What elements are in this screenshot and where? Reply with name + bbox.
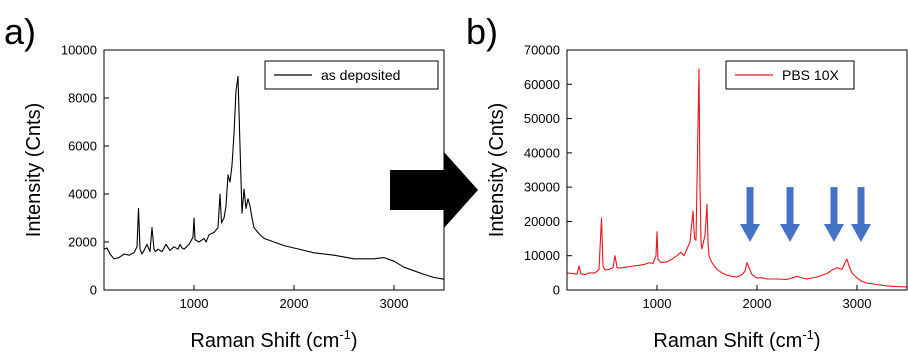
y-tick-label: 50000 <box>524 111 560 126</box>
series-line-1-0 <box>566 68 908 288</box>
x-axis-label: Raman Shift (cm-1) <box>190 327 357 352</box>
panel-a-label: a) <box>4 11 36 52</box>
y-tick-label: 30000 <box>524 180 560 195</box>
annotation-arrow <box>740 187 760 242</box>
legend-label: as deposited <box>321 67 400 83</box>
x-axis-label-superscript: -1 <box>339 327 351 342</box>
y-tick-label: 4000 <box>68 187 97 202</box>
y-tick-label: 2000 <box>68 235 97 250</box>
x-tick-label: 2000 <box>743 296 772 311</box>
y-tick-label: 20000 <box>524 214 560 229</box>
annotation-arrow <box>780 187 800 242</box>
x-axis-label-end: ) <box>351 330 358 352</box>
annotation-arrow <box>851 187 871 242</box>
panel-b-label: b) <box>466 11 498 52</box>
series-line-0-0 <box>103 75 445 280</box>
x-tick-label: 2000 <box>280 296 309 311</box>
x-axis-label-end: ) <box>814 330 821 352</box>
x-axis-label-main: Raman Shift (cm <box>190 330 339 352</box>
transition-arrow <box>390 152 478 228</box>
y-tick-label: 40000 <box>524 145 560 160</box>
x-tick-label: 3000 <box>843 296 872 311</box>
y-axis-label: Intensity (Cnts) <box>486 103 508 237</box>
y-tick-label: 60000 <box>524 77 560 92</box>
x-axis-label-main: Raman Shift (cm <box>653 330 802 352</box>
legend-label: PBS 10X <box>782 67 839 83</box>
legend: as deposited <box>264 60 439 90</box>
y-tick-label: 0 <box>90 283 97 298</box>
plot-frame <box>566 49 908 291</box>
y-tick-label: 8000 <box>68 91 97 106</box>
x-axis-label-superscript: -1 <box>802 327 814 342</box>
x-tick-label: 3000 <box>380 296 409 311</box>
y-axis-label: Intensity (Cnts) <box>23 103 45 237</box>
x-axis-label: Raman Shift (cm-1) <box>653 327 820 352</box>
chart-b: 1000 2000 30000100002000030000400005000060… <box>486 43 908 352</box>
x-tick-label: 1000 <box>180 296 209 311</box>
y-tick-label: 10000 <box>61 43 97 58</box>
y-tick-label: 10000 <box>524 248 560 263</box>
legend: PBS 10X <box>725 60 855 90</box>
annotation-arrow <box>824 187 844 242</box>
y-tick-label: 0 <box>553 283 560 298</box>
y-tick-label: 70000 <box>524 43 560 58</box>
x-tick-label: 1000 <box>643 296 672 311</box>
chart-a: 1000 2000 3000 0 2000 4000 6000 8000 10000 Raman … <box>23 43 445 352</box>
y-tick-label: 6000 <box>68 139 97 154</box>
